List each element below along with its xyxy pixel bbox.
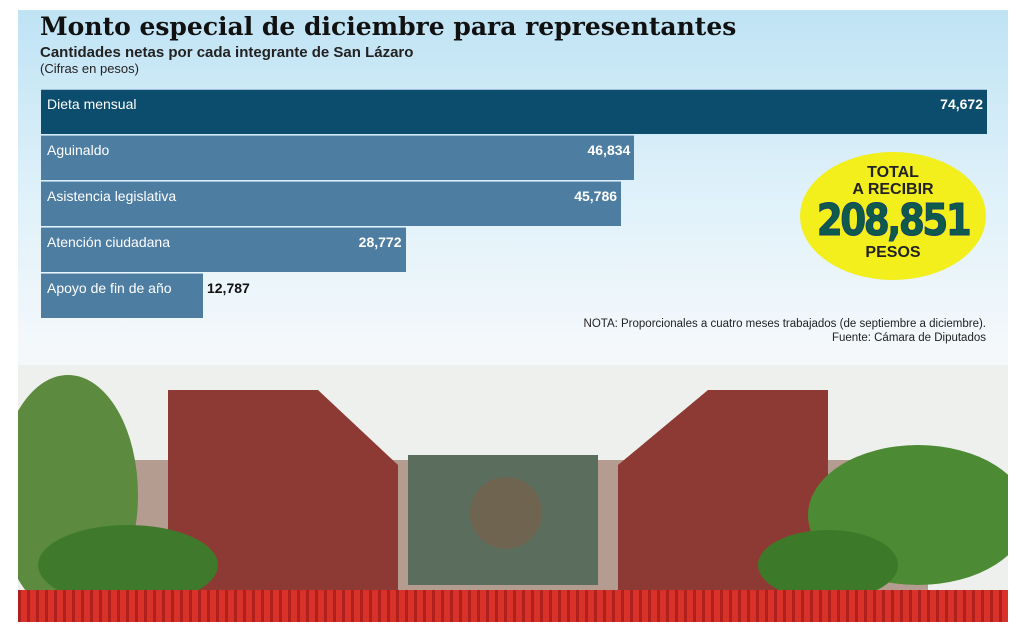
bar-value-label: 74,672: [940, 96, 983, 112]
bar-value-label: 45,786: [574, 188, 618, 204]
bar-label: Dieta mensual: [47, 96, 137, 112]
badge-line2: A RECIBIR: [852, 181, 934, 198]
bar-value-label: 46,834: [587, 142, 631, 158]
bar-3: Atención ciudadana 28,772: [41, 227, 406, 272]
badge-line1: TOTAL: [867, 164, 919, 181]
note: NOTA: Proporcionales a cuatro meses trab…: [583, 318, 986, 330]
source: Fuente: Cámara de Diputados: [831, 332, 986, 344]
bar-value-label: 12,787: [206, 280, 250, 296]
bar-label: Apoyo de fin de año: [47, 280, 172, 296]
bar-label: Atención ciudadana: [47, 234, 170, 250]
infographic: Monto especial de diciembre para represe…: [18, 10, 1008, 622]
congress-building-photo: [18, 365, 1008, 622]
chart-title: Monto especial de diciembre para represe…: [40, 12, 737, 41]
bar-2: Asistencia legislativa 45,786: [41, 181, 622, 226]
bar-4: Apoyo de fin de año 12,787: [41, 273, 250, 318]
bar-label: Asistencia legislativa: [47, 188, 177, 204]
badge-amount: 208,851: [816, 195, 972, 246]
bar-1: Aguinaldo 46,834: [41, 135, 635, 180]
badge-unit: PESOS: [865, 244, 921, 261]
chart-subtitle: Cantidades netas por cada integrante de …: [40, 44, 414, 61]
total-badge: TOTAL A RECIBIR 208,851 PESOS: [800, 152, 986, 280]
units-label: (Cifras en pesos): [40, 61, 139, 76]
bar-label: Aguinaldo: [47, 142, 110, 158]
bar-0: Dieta mensual 74,672: [41, 89, 987, 134]
bar-value-label: 28,772: [358, 234, 402, 250]
